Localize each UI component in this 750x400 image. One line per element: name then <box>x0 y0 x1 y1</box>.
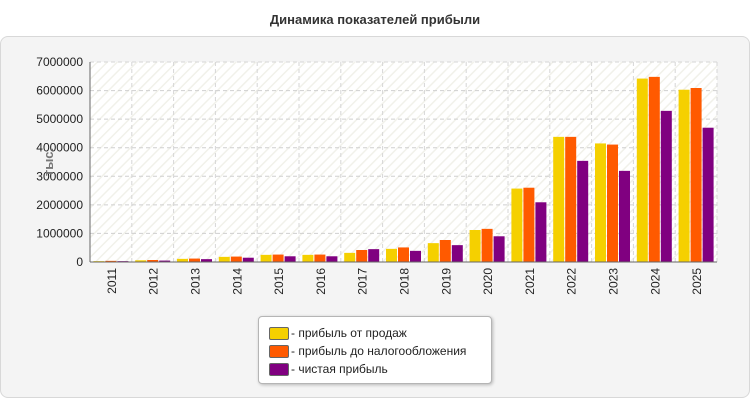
bar-pretax-profit <box>648 76 660 262</box>
bar-net-profit <box>159 260 171 262</box>
x-tick-label: 2018 <box>398 268 412 295</box>
bar-pretax-profit <box>398 247 409 262</box>
bar-sales-profit <box>636 78 648 262</box>
bar-net-profit <box>660 110 672 262</box>
x-tick-label: 2021 <box>523 268 537 295</box>
bar-sales-profit <box>678 89 690 262</box>
x-tick-label: 2017 <box>356 268 370 295</box>
bar-net-profit <box>326 256 338 262</box>
bar-net-profit <box>702 127 714 262</box>
y-axis-label: тыс. <box>41 148 56 176</box>
bar-pretax-profit <box>105 260 117 262</box>
legend-item-pretax-profit: - прибыль до налогообложения <box>269 344 466 358</box>
bar-sales-profit <box>427 243 439 262</box>
y-tick-label: 0 <box>76 255 83 269</box>
x-tick-label: 2025 <box>690 268 704 295</box>
bar-net-profit <box>201 259 212 262</box>
bar-net-profit <box>577 160 589 262</box>
legend: - прибыль от продаж - прибыль до налогоо… <box>258 316 492 384</box>
y-tick-label: 2000000 <box>36 198 83 212</box>
grid-lines <box>90 61 718 262</box>
x-tick-label: 2014 <box>230 268 244 295</box>
bar-pretax-profit <box>314 254 326 262</box>
bar-pretax-profit <box>607 144 618 262</box>
bar-pretax-profit <box>147 260 159 262</box>
bar-sales-profit <box>344 252 356 262</box>
x-tick-label: 2024 <box>648 268 662 295</box>
bar-pretax-profit <box>481 228 493 262</box>
chart-title: Динамика показателей прибыли <box>269 12 481 27</box>
bar-sales-profit <box>177 258 188 262</box>
x-tick-label: 2012 <box>147 268 161 295</box>
legend-label-net-profit: - чистая прибыль <box>291 362 388 376</box>
bar-pretax-profit <box>439 240 451 262</box>
bars <box>93 76 714 262</box>
legend-swatch-pretax-profit <box>269 344 289 358</box>
bar-sales-profit <box>218 256 230 262</box>
bar-net-profit <box>619 170 630 262</box>
legend-label-pretax-profit: - прибыль до налогообложения <box>291 344 467 358</box>
bar-net-profit <box>535 202 547 262</box>
y-tick-label: 5000000 <box>36 112 83 126</box>
x-tick-label: 2022 <box>565 268 579 295</box>
bar-net-profit <box>284 256 296 262</box>
bar-net-profit <box>410 250 421 262</box>
x-tick-label: 2015 <box>272 268 286 295</box>
x-tick-label: 2016 <box>314 268 328 295</box>
bar-sales-profit <box>595 143 606 262</box>
bar-sales-profit <box>469 230 481 262</box>
legend-swatch-sales-profit <box>269 326 289 340</box>
y-tick-label: 7000000 <box>36 55 83 69</box>
y-tick-label: 6000000 <box>36 84 83 98</box>
bar-sales-profit <box>386 248 397 262</box>
bar-net-profit <box>451 245 463 262</box>
legend-item-net-profit: - чистая прибыль <box>269 362 388 376</box>
legend-item-sales-profit: - прибыль от продаж <box>269 326 407 340</box>
bar-net-profit <box>368 249 380 262</box>
bar-pretax-profit <box>565 136 577 262</box>
bar-pretax-profit <box>189 258 200 262</box>
bar-pretax-profit <box>690 88 702 262</box>
legend-label-sales-profit: - прибыль от продаж <box>291 326 407 340</box>
bar-sales-profit <box>135 260 147 262</box>
bar-pretax-profit <box>523 187 535 262</box>
bar-sales-profit <box>553 136 565 262</box>
bar-sales-profit <box>302 254 314 262</box>
bar-pretax-profit <box>230 256 242 262</box>
y-tick-label: 4000000 <box>36 141 83 155</box>
legend-swatch-net-profit <box>269 362 289 376</box>
y-tick-label: 1000000 <box>36 226 83 240</box>
x-tick-label: 2011 <box>105 268 119 294</box>
axes: 0 1000000 2000000 3000000 4000000 5000000 6000… <box>36 55 717 295</box>
bar-sales-profit <box>511 188 523 262</box>
bar-net-profit <box>493 236 505 262</box>
bar-net-profit <box>242 257 254 262</box>
bar-pretax-profit <box>356 250 368 262</box>
x-tick-label: 2023 <box>607 268 621 295</box>
y-tick-label: 3000000 <box>36 169 83 183</box>
bar-pretax-profit <box>272 254 284 262</box>
x-tick-label: 2013 <box>189 268 203 295</box>
x-tick-label: 2020 <box>481 268 495 295</box>
x-tick-label: 2019 <box>439 268 453 295</box>
bar-sales-profit <box>260 254 272 262</box>
